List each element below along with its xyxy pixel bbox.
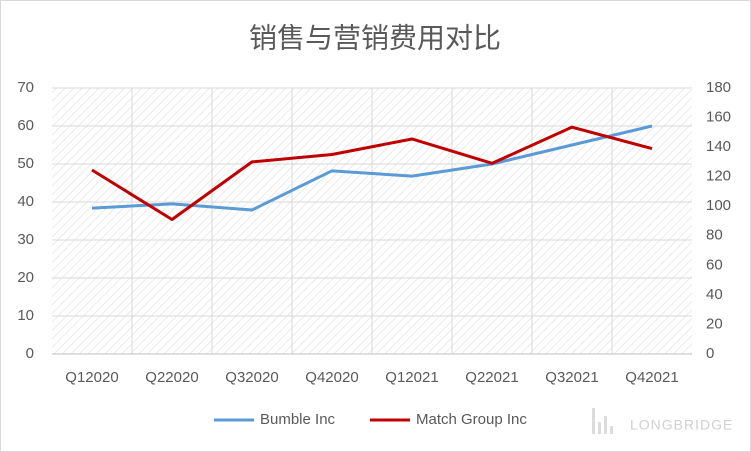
y2-tick-label: 20 bbox=[706, 315, 723, 332]
x-tick-label: Q42021 bbox=[625, 369, 678, 386]
y2-tick-label: 60 bbox=[706, 256, 723, 273]
y2-tick-label: 180 bbox=[706, 79, 731, 96]
legend-label: Bumble Inc bbox=[260, 411, 336, 428]
y-tick-label: 60 bbox=[17, 117, 34, 134]
legend-label: Match Group Inc bbox=[416, 411, 527, 428]
x-tick-label: Q22020 bbox=[145, 369, 198, 386]
y2-tick-label: 40 bbox=[706, 286, 723, 303]
y2-tick-label: 120 bbox=[706, 168, 731, 185]
y2-tick-label: 100 bbox=[706, 197, 731, 214]
y2-tick-label: 0 bbox=[706, 345, 714, 362]
y-tick-label: 50 bbox=[17, 155, 34, 172]
x-tick-label: Q22021 bbox=[465, 369, 518, 386]
y-tick-label: 0 bbox=[26, 345, 34, 362]
y-tick-label: 30 bbox=[17, 231, 34, 248]
y2-tick-label: 140 bbox=[706, 138, 731, 155]
watermark-icon bbox=[592, 408, 613, 434]
y2-tick-label: 160 bbox=[706, 109, 731, 126]
series-line bbox=[91, 124, 653, 212]
x-tick-label: Q42020 bbox=[305, 369, 358, 386]
y-tick-label: 20 bbox=[17, 269, 34, 286]
y-tick-label: 10 bbox=[17, 307, 34, 324]
x-tick-label: Q32020 bbox=[225, 369, 278, 386]
chart-title: 销售与营销费用对比 bbox=[249, 22, 501, 53]
series-line bbox=[91, 125, 653, 222]
x-tick-label: Q12021 bbox=[385, 369, 438, 386]
watermark: LONGBRIDGE bbox=[630, 417, 733, 433]
y-tick-label: 40 bbox=[17, 193, 34, 210]
y2-tick-label: 80 bbox=[706, 227, 723, 244]
x-tick-label: Q12020 bbox=[65, 369, 118, 386]
x-tick-label: Q32021 bbox=[545, 369, 598, 386]
y-tick-label: 70 bbox=[17, 79, 34, 96]
